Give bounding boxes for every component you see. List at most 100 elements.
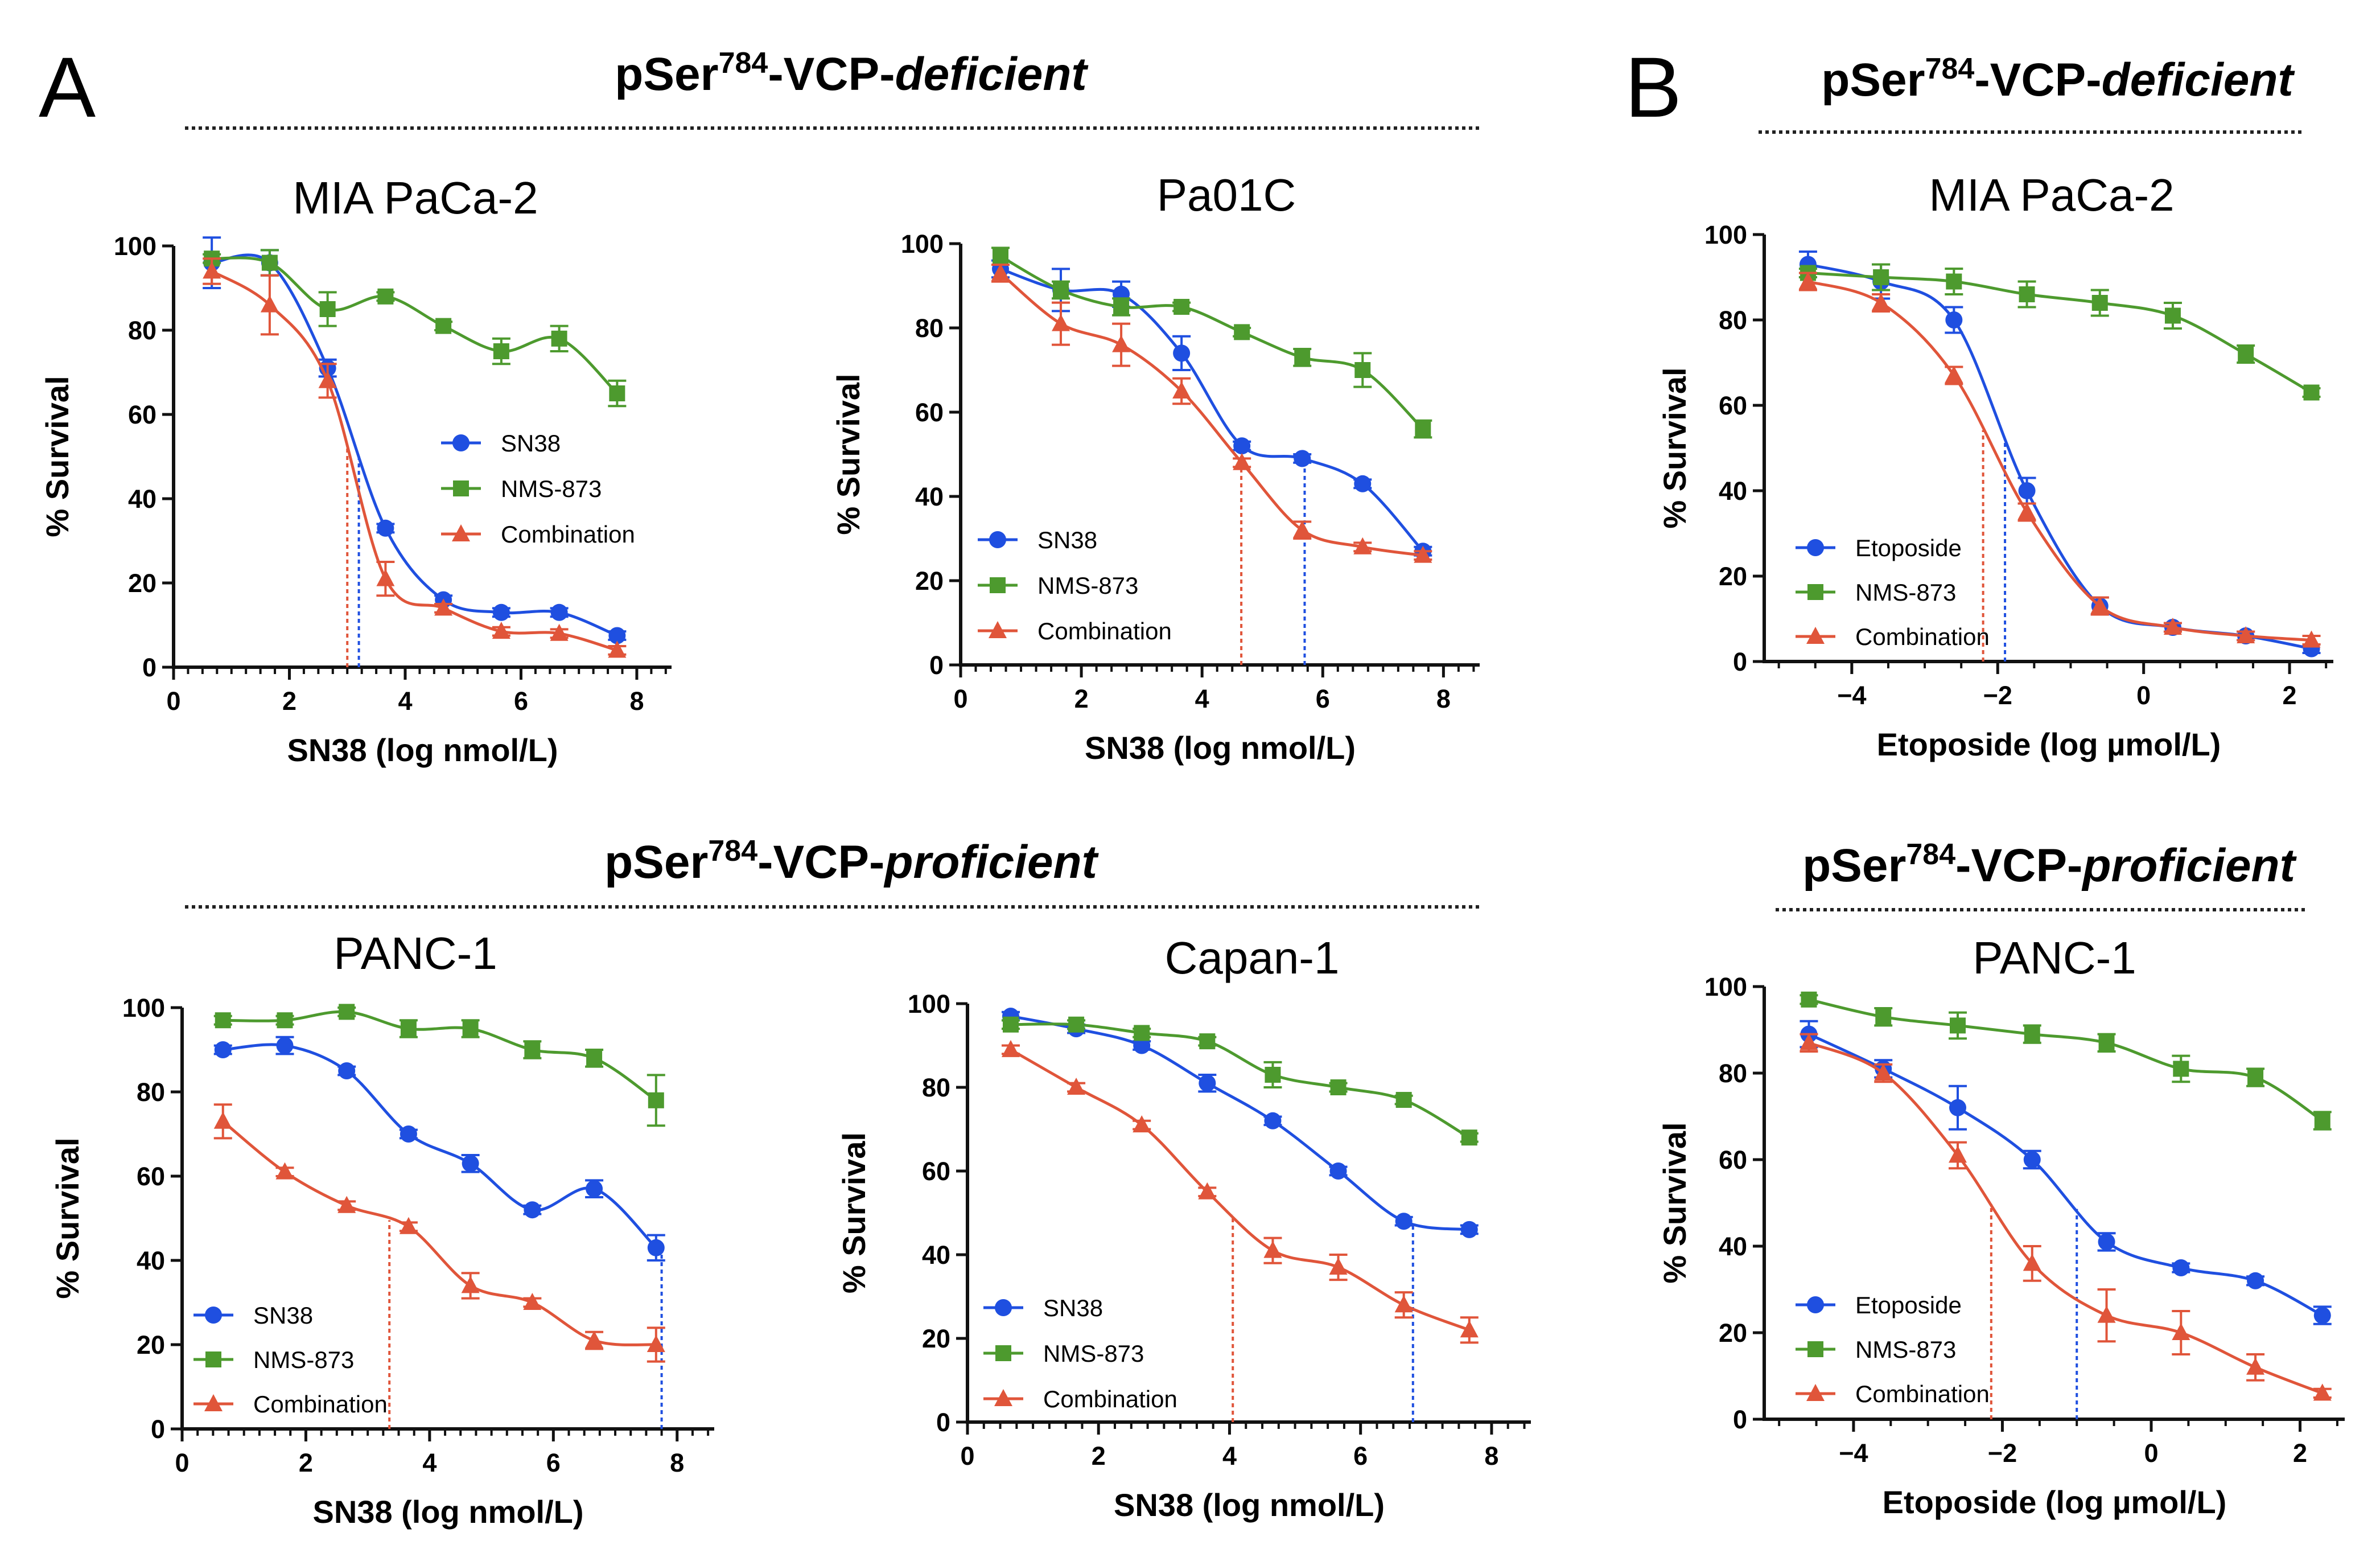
y-tick-label: 80	[128, 316, 157, 345]
legend-label: Combination	[501, 521, 635, 548]
y-tick-label: 60	[922, 1157, 950, 1186]
data-point	[551, 330, 567, 347]
x-tick-label: 2	[1074, 684, 1089, 713]
data-point	[2023, 1254, 2041, 1271]
data-point	[1329, 1258, 1348, 1275]
y-tick-label: 60	[915, 398, 944, 427]
legend-label: Etoposide	[1855, 535, 1962, 561]
legend-marker	[205, 1351, 221, 1367]
data-point	[1873, 269, 1889, 285]
data-point	[1415, 421, 1431, 437]
data-point	[1199, 1074, 1216, 1092]
data-point	[2303, 384, 2320, 401]
legend-label: SN38	[253, 1302, 313, 1329]
data-point	[1233, 437, 1251, 455]
data-point	[524, 1201, 541, 1219]
y-tick-label: 0	[142, 653, 157, 682]
y-tick-label: 0	[151, 1415, 165, 1444]
data-point	[1949, 1099, 1966, 1116]
x-axis-label: SN38 (log nmol/L)	[1114, 1487, 1385, 1523]
x-tick-label: 6	[514, 687, 528, 716]
section-title-b-proficient: pSer784-VCP-proficient	[1802, 838, 2297, 892]
chart-panc-1-etoposide: PANC-1 0 20 40 60 80 100 −4 −2 0 2 Etoposide (log µ…	[1657, 932, 2345, 1520]
data-point	[337, 1196, 356, 1213]
data-point	[1173, 344, 1191, 362]
data-point	[2314, 1112, 2330, 1129]
y-tick-label: 100	[114, 232, 157, 261]
x-tick-label: −2	[1983, 681, 2012, 710]
data-point	[1134, 1025, 1150, 1041]
x-tick-label: 6	[1316, 684, 1330, 713]
series-curve	[1010, 1014, 1470, 1231]
series-curve	[1807, 280, 2312, 642]
x-tick-label: 4	[1222, 1441, 1237, 1470]
y-axis-label: % Survival	[50, 1137, 85, 1299]
legend-marker	[452, 434, 470, 451]
x-tick-label: 0	[2136, 681, 2151, 710]
legend-label: Combination	[1043, 1386, 1177, 1412]
data-point	[2098, 1233, 2115, 1251]
legend-marker	[1807, 1341, 1823, 1357]
data-point	[492, 603, 510, 621]
section-title-a-proficient: pSer784-VCP-proficient	[604, 835, 1100, 888]
series-curve	[1808, 1041, 2323, 1395]
data-point	[2237, 626, 2255, 643]
x-axis-label: Etoposide (log µmol/L)	[1883, 1484, 2227, 1520]
x-tick-label: 2	[299, 1448, 313, 1477]
y-axis-label: % Survival	[39, 376, 75, 537]
chart-title: MIA PaCa-2	[293, 172, 538, 223]
y-tick-label: 80	[1719, 306, 1747, 335]
legend-label: NMS-873	[1855, 1336, 1956, 1363]
data-point	[1800, 1033, 1818, 1050]
legend-label: Combination	[1855, 1381, 1990, 1407]
legend-marker	[1807, 539, 1824, 556]
data-point	[1052, 314, 1070, 331]
x-axis-label: Etoposide (log µmol/L)	[1877, 726, 2221, 762]
data-point	[2247, 1069, 2264, 1086]
data-point	[1329, 1162, 1347, 1180]
series-curve	[1010, 1022, 1471, 1139]
data-point	[377, 519, 394, 537]
x-tick-label: −4	[1839, 1439, 1868, 1468]
data-point	[1798, 272, 1817, 289]
x-axis-label: SN38 (log nmol/L)	[313, 1494, 584, 1530]
data-point	[1394, 1295, 1413, 1313]
panel-letter-b: B	[1625, 39, 1682, 135]
y-tick-label: 40	[128, 484, 157, 513]
chart-title: Capan-1	[1165, 932, 1340, 983]
legend-marker	[995, 1299, 1012, 1316]
y-axis-label: % Survival	[1657, 1122, 1693, 1283]
y-tick-label: 0	[1733, 647, 1747, 676]
data-point	[1172, 381, 1191, 399]
chart-title: MIA PaCa-2	[1929, 170, 2174, 220]
data-point	[1875, 1009, 1892, 1025]
data-point	[1133, 1037, 1151, 1054]
data-point	[1068, 1016, 1085, 1033]
data-point	[434, 598, 453, 616]
data-point	[2017, 502, 2036, 520]
x-tick-label: 4	[398, 687, 412, 716]
x-tick-label: −2	[1988, 1439, 2017, 1468]
y-tick-label: 60	[137, 1162, 165, 1191]
data-point	[213, 1111, 232, 1129]
y-tick-label: 0	[936, 1408, 950, 1437]
y-tick-label: 100	[1704, 220, 1747, 249]
data-point	[1199, 1033, 1216, 1050]
data-point	[1950, 1017, 1966, 1034]
x-tick-label: 0	[953, 684, 967, 713]
y-axis-label: % Survival	[830, 373, 866, 535]
legend-marker	[989, 621, 1007, 638]
y-tick-label: 0	[1733, 1405, 1747, 1434]
x-tick-label: 2	[1092, 1441, 1106, 1470]
data-point	[203, 261, 221, 279]
data-point	[2172, 1259, 2190, 1276]
data-point	[1294, 450, 1311, 467]
data-point	[1801, 991, 1817, 1008]
x-tick-label: 2	[2293, 1439, 2307, 1468]
data-point	[1460, 1320, 1479, 1338]
legend-marker	[1806, 1384, 1825, 1401]
data-point	[261, 254, 278, 271]
section-title-b-deficient: pSer784-VCP-deficient	[1821, 52, 2295, 106]
data-point	[277, 1012, 293, 1029]
